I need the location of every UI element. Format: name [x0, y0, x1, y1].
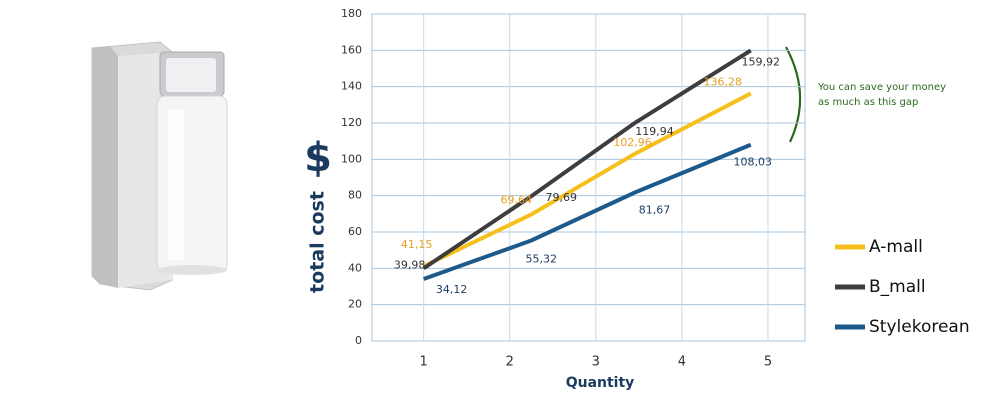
data-label: 39,98: [394, 258, 426, 271]
series-line: [422, 142, 752, 281]
y-tick-label: 120: [341, 116, 362, 129]
x-tick-label: 4: [678, 355, 686, 370]
data-label: 81,67: [639, 204, 671, 217]
data-label: 119,94: [635, 125, 674, 138]
annotation: as much as this gap: [818, 97, 918, 108]
legend-label: B_mall: [869, 277, 926, 297]
y-axis-label: total cost: [307, 191, 329, 293]
x-tick-label: 2: [506, 355, 514, 370]
y-tick-label: 80: [348, 189, 362, 202]
y-tick-label: 180: [341, 7, 362, 20]
data-label: 102,96: [613, 136, 652, 149]
data-label: 108,03: [734, 156, 773, 169]
x-tick-label: 3: [592, 355, 600, 370]
y-tick-label: 40: [348, 261, 362, 274]
annotation: You can save your money: [817, 82, 946, 93]
y-symbol: $: [304, 135, 332, 181]
data-label: 69,64: [501, 193, 533, 206]
legend-label: Stylekorean: [869, 317, 970, 337]
x-axis-label: Quantity: [566, 375, 635, 391]
product-image: [91, 41, 228, 291]
x-tick-label: 1: [420, 355, 428, 370]
y-tick-label: 160: [341, 43, 362, 56]
data-label: 55,32: [526, 253, 558, 266]
data-label: 159,92: [742, 55, 781, 68]
series-line: [422, 48, 752, 271]
y-tick-label: 100: [341, 152, 362, 165]
y-tick-label: 60: [348, 225, 362, 238]
data-label: 41,15: [401, 238, 433, 251]
x-tick-label: 5: [764, 355, 772, 370]
data-label: 136,28: [704, 75, 743, 88]
data-label: 34,12: [436, 283, 468, 296]
y-tick-label: 0: [355, 334, 362, 347]
gap-bracket: [785, 46, 802, 143]
series-line: [422, 91, 752, 269]
data-label: 79,69: [546, 191, 578, 204]
y-tick-label: 140: [341, 80, 362, 93]
y-tick-label: 20: [348, 298, 362, 311]
plot-frame: [371, 13, 806, 342]
legend-label: A-mall: [869, 237, 923, 257]
